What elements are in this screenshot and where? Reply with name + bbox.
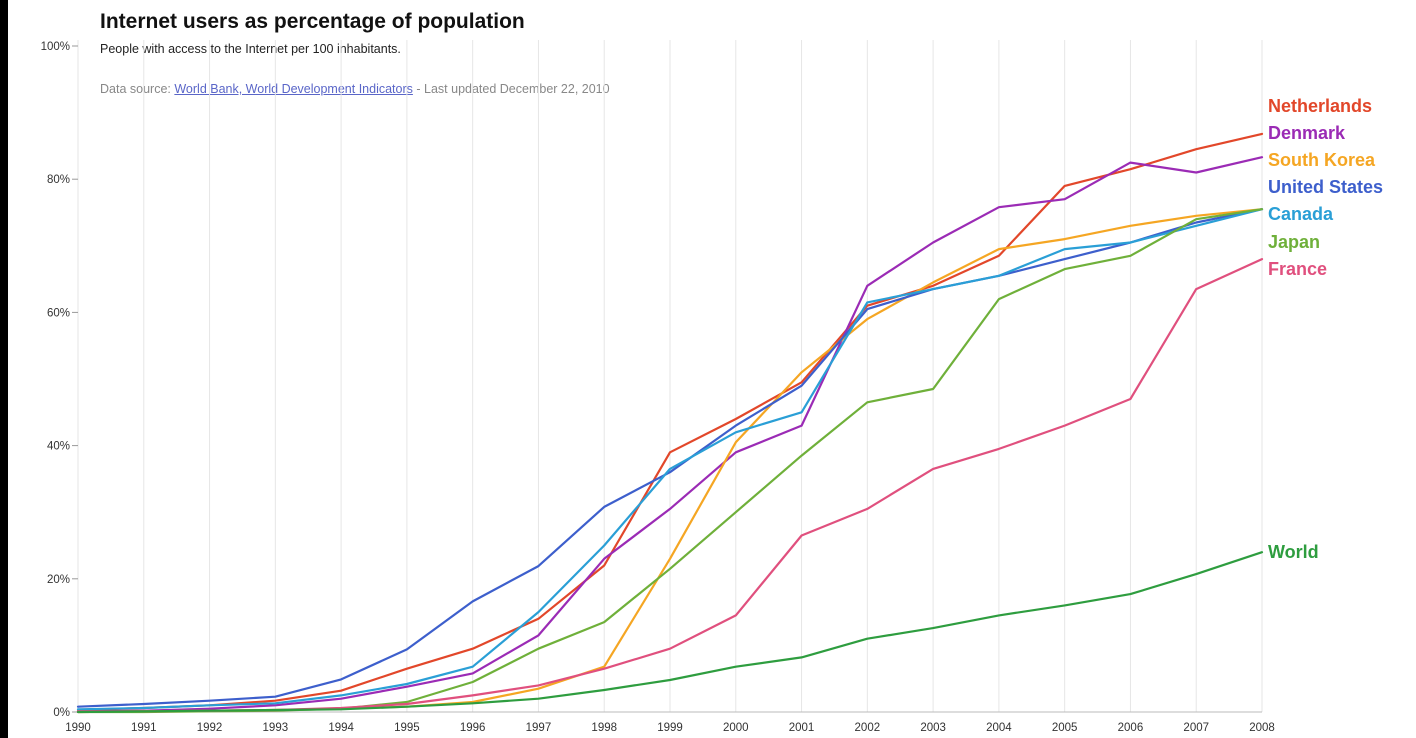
series-line-denmark	[76, 156, 1264, 713]
x-tick-label: 2000	[723, 722, 749, 734]
legend-label-united-states: United States	[1268, 177, 1383, 197]
series-line-canada	[76, 208, 1264, 711]
source-prefix: Data source:	[100, 82, 171, 96]
x-tick-label: 2006	[1118, 722, 1144, 734]
x-tick-label: 2008	[1249, 722, 1275, 734]
y-tick-label: 0%	[53, 707, 70, 719]
grid	[77, 40, 1263, 712]
legend: Netherlands Denmark South Korea United Stat…	[1268, 96, 1383, 562]
legend-label-canada: Canada	[1268, 204, 1334, 224]
data-source-line: Data source: World Bank, World Developme…	[100, 82, 610, 96]
y-tick-label: 100%	[41, 41, 70, 53]
x-tick-label: 2002	[855, 722, 881, 734]
legend-label-south-korea: South Korea	[1268, 150, 1376, 170]
x-tick-label: 1994	[328, 722, 354, 734]
x-tick-label: 1993	[263, 722, 289, 734]
x-tick-label: 1999	[657, 722, 683, 734]
x-tick-label: 1997	[526, 722, 552, 734]
x-tick-label: 2007	[1183, 722, 1209, 734]
chart-title: Internet users as percentage of populati…	[100, 10, 525, 33]
legend-label-denmark: Denmark	[1268, 123, 1346, 143]
x-tick-label: 2005	[1052, 722, 1078, 734]
x-tick-label: 1996	[460, 722, 486, 734]
y-tick-label: 80%	[47, 174, 70, 186]
series-line-netherlands	[76, 132, 1264, 712]
x-tick-label: 2003	[920, 722, 946, 734]
y-tick-label: 60%	[47, 307, 70, 319]
series-line-united-states	[76, 208, 1264, 708]
legend-label-netherlands: Netherlands	[1268, 96, 1372, 116]
x-tick-label: 2001	[789, 722, 815, 734]
legend-label-france: France	[1268, 259, 1327, 279]
y-tick-label: 20%	[47, 574, 70, 586]
chart-frame: Internet users as percentage of populati…	[8, 0, 1416, 738]
line-chart: 1990 1991 1992 1993 1994 1995 1996 1997 1998 1999…	[41, 40, 1383, 734]
source-suffix: - Last updated December 22, 2010	[416, 82, 610, 96]
chart-subtitle: People with access to the Internet per 1…	[100, 42, 401, 56]
x-tick-label: 1998	[591, 722, 617, 734]
x-tick-label: 1991	[131, 722, 157, 734]
y-tick-label: 40%	[47, 441, 70, 453]
x-tick-label: 1990	[65, 722, 91, 734]
axes: 1990 1991 1992 1993 1994 1995 1996 1997 1998 1999…	[41, 41, 1275, 734]
x-tick-label: 1995	[394, 722, 420, 734]
legend-label-world: World	[1268, 542, 1319, 562]
x-tick-label: 1992	[197, 722, 223, 734]
series-line-world	[76, 551, 1264, 714]
x-tick-label: 2004	[986, 722, 1012, 734]
series-lines	[76, 132, 1264, 714]
source-link[interactable]: World Bank, World Development Indicators	[174, 82, 413, 96]
legend-label-japan: Japan	[1268, 232, 1320, 252]
